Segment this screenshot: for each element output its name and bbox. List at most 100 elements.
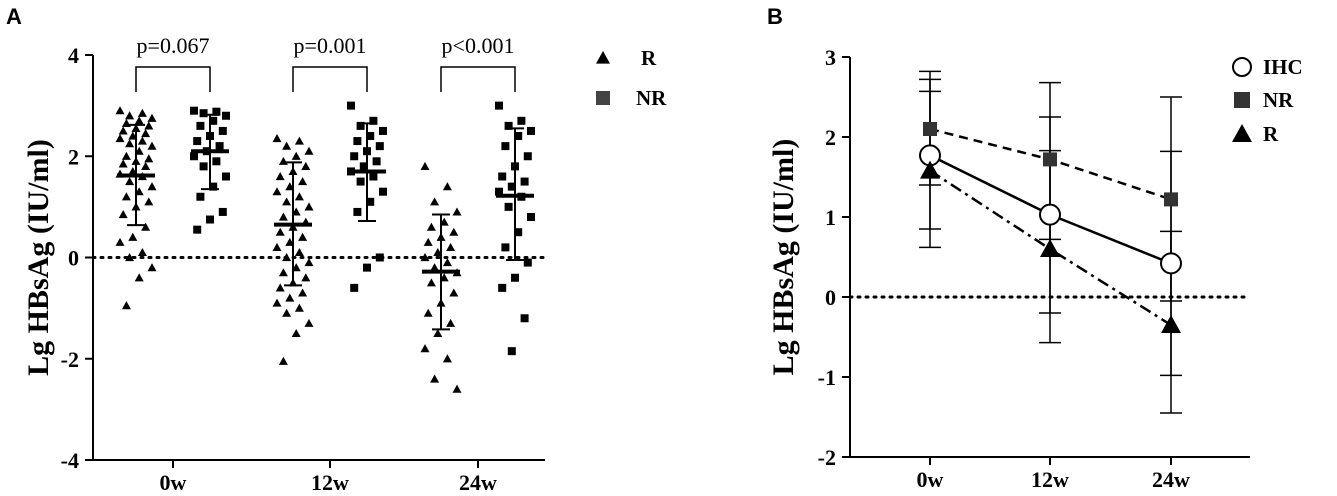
- data-point-r: [1040, 239, 1060, 257]
- data-point-nr: [379, 187, 387, 196]
- data-point-r: [121, 118, 131, 127]
- x-tick-label: 24w: [1152, 467, 1190, 492]
- data-point-r: [125, 111, 135, 120]
- data-point-nr: [353, 207, 362, 216]
- data-point-r: [115, 106, 125, 115]
- data-point-r: [144, 197, 154, 206]
- data-point-r: [275, 227, 285, 236]
- data-point-r: [291, 263, 301, 272]
- data-point-nr: [514, 228, 523, 237]
- data-point-nr: [350, 152, 359, 161]
- data-point-r: [121, 301, 131, 310]
- data-point-r: [433, 247, 443, 257]
- data-point-nr: [501, 142, 510, 151]
- panel-a-chart: -4 -2 0 2 4 0w 12w 24w Lg HBsAg (IU/ml) p=0.067 p=…: [22, 33, 667, 495]
- x-tick-label: 0w: [917, 467, 944, 492]
- data-point-nr: [206, 132, 214, 140]
- data-point-ihc: [1039, 203, 1061, 226]
- data-point-r: [147, 113, 157, 122]
- data-point-r: [304, 318, 314, 327]
- data-point-nr: [514, 132, 523, 140]
- data-point-nr: [501, 243, 510, 252]
- data-point-nr: [517, 116, 526, 125]
- data-point-r: [272, 134, 282, 143]
- data-point-nr: [375, 253, 384, 262]
- data-point-nr: [222, 172, 230, 181]
- data-point-r: [298, 288, 308, 297]
- data-point-nr: [199, 109, 208, 118]
- data-point-r: [426, 278, 436, 287]
- data-point-nr: [520, 314, 529, 323]
- legend-label-nr: NR: [636, 86, 667, 110]
- data-point-r: [141, 128, 151, 138]
- data-point-r: [272, 298, 282, 307]
- data-point-r: [442, 258, 452, 267]
- data-point-r: [131, 123, 141, 133]
- x-tick-label: 0w: [160, 470, 187, 495]
- data-point-nr: [209, 182, 218, 191]
- data-point-r: [141, 161, 151, 170]
- data-point-r: [118, 126, 128, 135]
- data-point-r: [121, 192, 131, 201]
- data-point-nr: [356, 121, 365, 130]
- data-point-nr: [193, 225, 202, 234]
- data-point-nr: [209, 116, 218, 125]
- data-point-r: [430, 197, 440, 206]
- data-point-r: [134, 187, 144, 196]
- data-point-nr: [218, 126, 227, 135]
- x-tick-label: 12w: [1031, 467, 1069, 492]
- data-point-r: [128, 166, 138, 176]
- legend-label-nr: NR: [1263, 88, 1294, 112]
- y-tick-label: -4: [61, 448, 79, 473]
- data-point-nr: [495, 187, 503, 196]
- comparison-bracket: [440, 66, 516, 92]
- data-point-r: [278, 268, 288, 277]
- data-point-nr: [507, 182, 516, 191]
- data-point-r: [147, 141, 157, 150]
- panel-label-b: B: [767, 4, 783, 29]
- data-point-nr: [359, 162, 368, 171]
- y-axis-label: Lg HBsAg (IU/ml): [767, 139, 800, 376]
- data-point-nr: [523, 258, 532, 267]
- data-point-r: [442, 182, 452, 191]
- data-point-nr: [215, 142, 224, 151]
- data-point-r: [423, 308, 433, 317]
- data-point-nr: [379, 126, 387, 135]
- data-point-r: [285, 237, 295, 246]
- data-point-r: [291, 328, 301, 338]
- data-point-nr: [196, 192, 205, 201]
- data-point-r: [449, 227, 459, 236]
- data-point-nr: [196, 121, 205, 130]
- data-point-r: [282, 141, 292, 150]
- data-point-nr: [193, 137, 202, 146]
- data-point-r: [420, 161, 430, 170]
- data-point-r: [125, 253, 135, 262]
- data-point-r: [278, 212, 288, 221]
- data-point-nr: [369, 172, 378, 181]
- y-tick-label: -2: [818, 445, 836, 470]
- data-point-nr: [1164, 192, 1178, 207]
- data-point-r: [442, 354, 452, 363]
- data-point-r: [144, 154, 154, 163]
- legend-marker-ihc: [1232, 57, 1252, 77]
- data-point-nr: [923, 122, 937, 136]
- data-point-r: [134, 273, 144, 282]
- data-point-nr: [495, 101, 503, 110]
- legend-label-r: R: [1263, 122, 1279, 146]
- data-point-r: [128, 131, 138, 140]
- legend-marker-r: [596, 51, 610, 64]
- y-tick-label: 2: [825, 125, 836, 150]
- data-point-r: [294, 303, 304, 312]
- data-point-nr: [511, 162, 519, 171]
- data-point-r: [147, 182, 157, 191]
- legend-label-r: R: [641, 46, 657, 70]
- data-point-nr: [372, 157, 381, 166]
- data-point-r: [128, 232, 138, 241]
- comparison-bracket: [135, 66, 211, 92]
- data-point-nr: [363, 263, 371, 272]
- data-point-nr: [527, 213, 535, 221]
- data-point-r: [115, 134, 125, 143]
- data-point-nr: [366, 132, 375, 140]
- y-tick-label: 0: [825, 285, 836, 310]
- data-point-r: [275, 283, 285, 292]
